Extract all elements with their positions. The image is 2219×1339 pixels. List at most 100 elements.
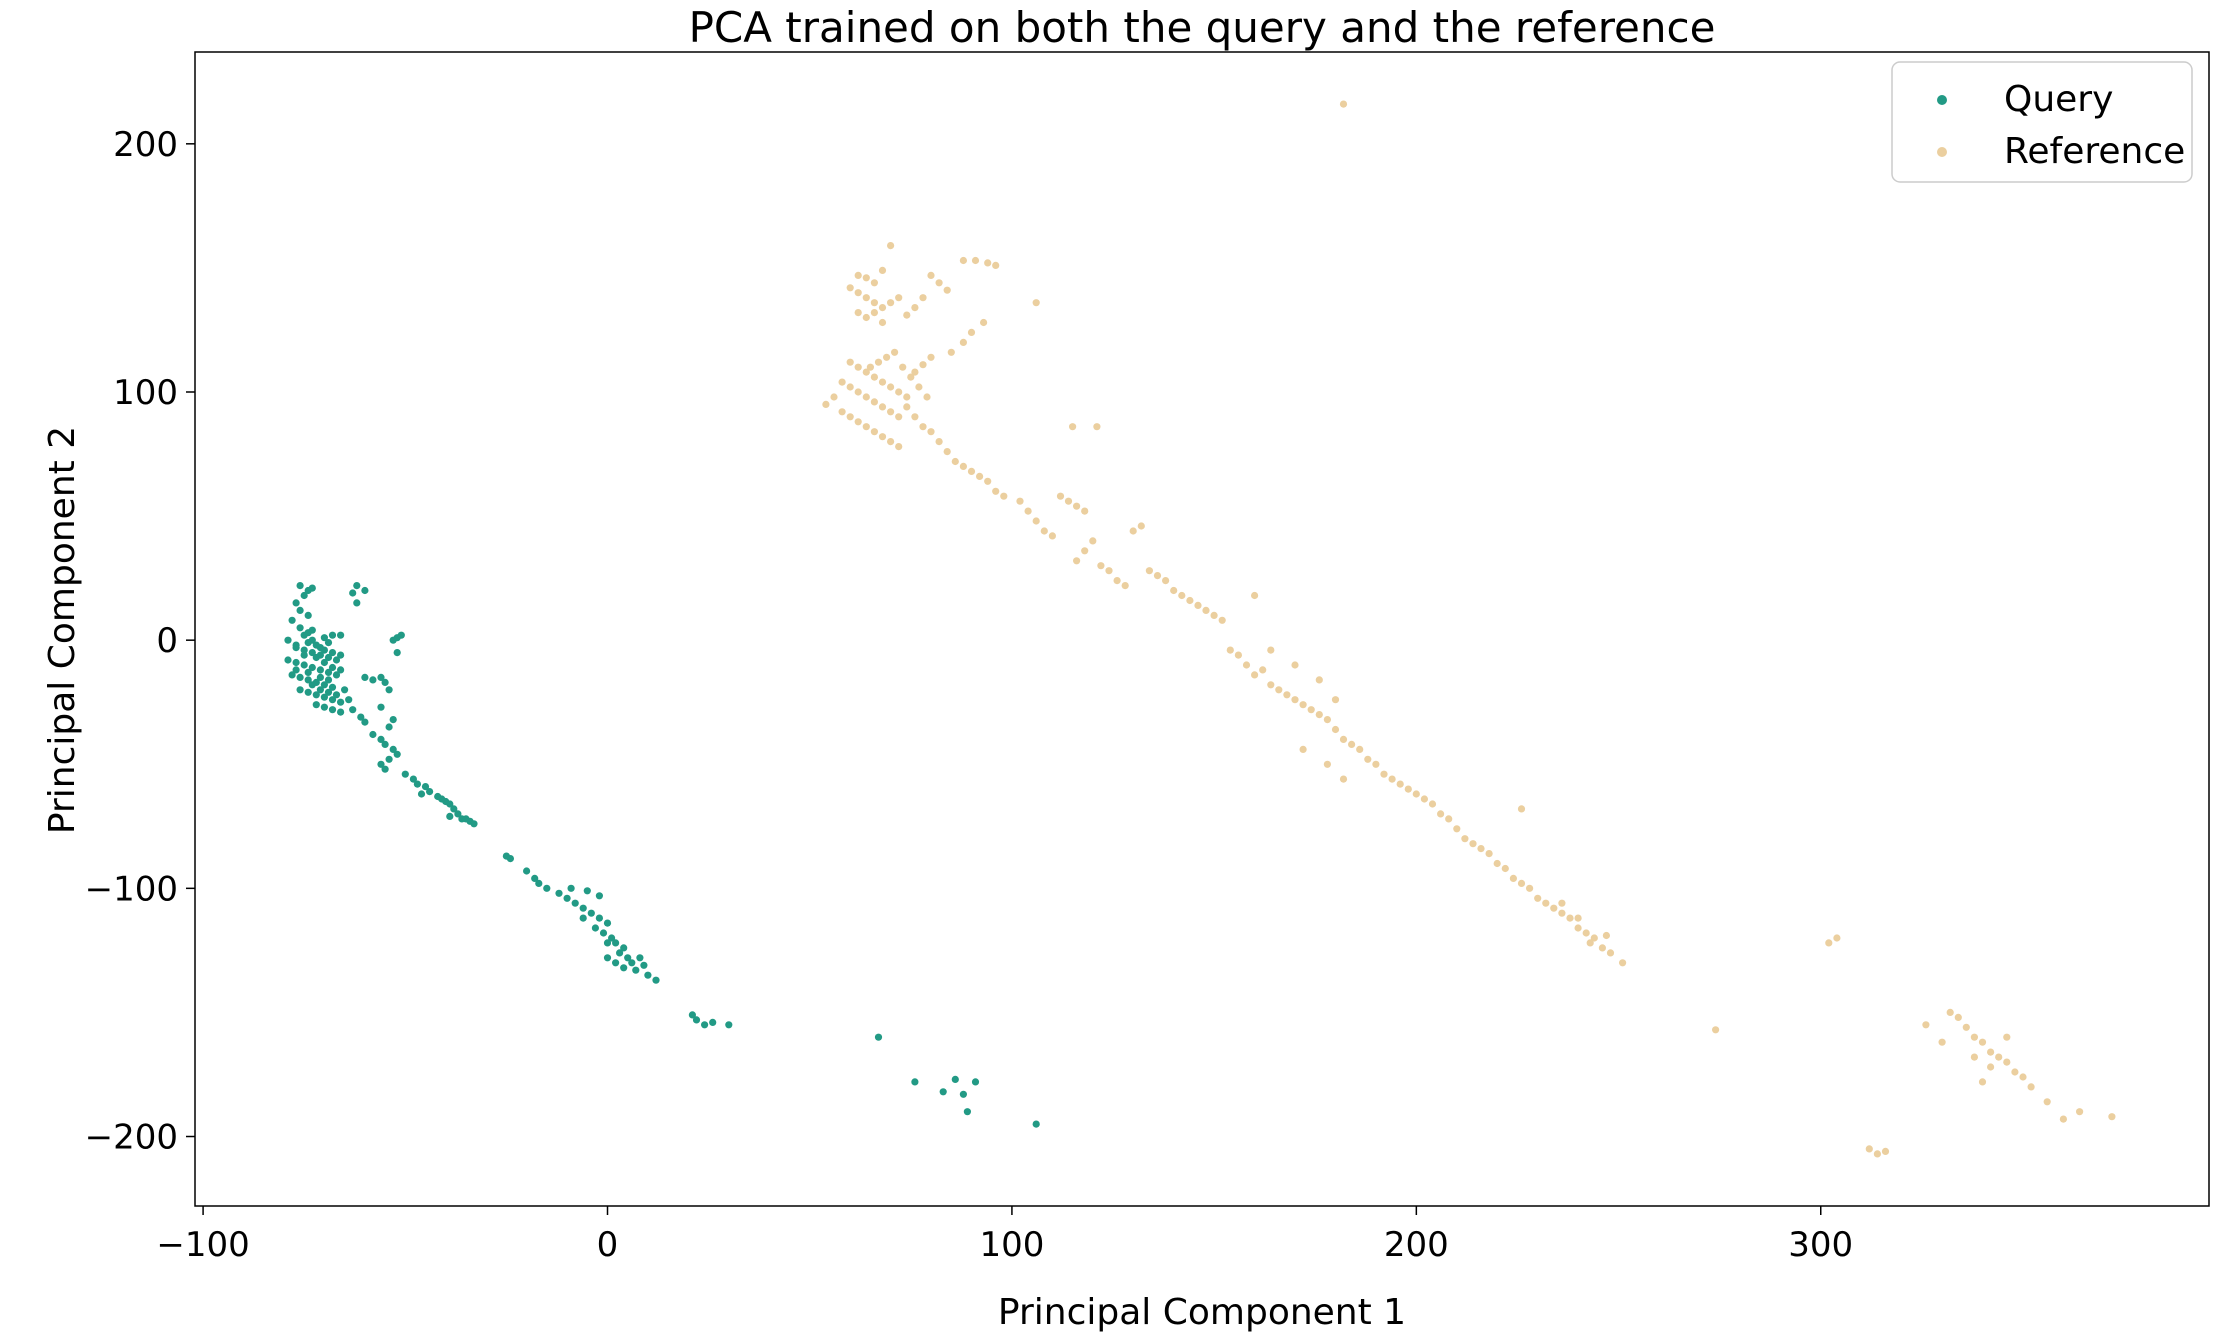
query-point	[381, 678, 389, 687]
query-point	[563, 894, 571, 902]
reference-point	[1469, 840, 1477, 848]
query-point	[692, 1016, 701, 1024]
query-point	[292, 644, 300, 652]
reference-point	[878, 403, 887, 411]
reference-point	[984, 477, 992, 485]
query-point	[709, 1018, 717, 1026]
reference-point	[1493, 859, 1501, 868]
reference-point	[1946, 1008, 1954, 1017]
query-point	[543, 884, 551, 892]
query-point	[599, 929, 608, 937]
reference-point	[878, 304, 887, 312]
reference-point	[1574, 924, 1582, 932]
query-point	[971, 1078, 980, 1086]
reference-point	[1000, 492, 1008, 500]
reference-point	[1121, 582, 1129, 590]
reference-point	[971, 256, 980, 265]
reference-point	[1323, 760, 1331, 768]
reference-point	[1825, 939, 1833, 947]
reference-point	[870, 373, 879, 381]
query-point	[296, 606, 304, 615]
query-point	[341, 686, 349, 694]
reference-point	[903, 393, 911, 401]
reference-point	[854, 289, 862, 297]
reference-point	[2076, 1108, 2084, 1116]
query-point	[397, 631, 405, 639]
y-axis-label: Principal Component 2	[42, 426, 83, 834]
reference-point	[1178, 591, 1186, 600]
reference-point	[1542, 899, 1550, 907]
query-point	[304, 611, 312, 620]
query-point	[292, 666, 300, 674]
query-point	[332, 656, 341, 664]
query-point	[349, 589, 357, 597]
query-point	[421, 783, 430, 791]
reference-point	[1291, 661, 1299, 669]
query-point	[300, 651, 308, 659]
query-point	[951, 1075, 959, 1083]
reference-point	[1420, 795, 1428, 803]
query-point	[324, 668, 333, 677]
reference-point	[2027, 1083, 2035, 1091]
query-point	[288, 671, 296, 679]
query-point	[345, 696, 353, 704]
reference-point	[2019, 1073, 2027, 1081]
reference-point	[1602, 931, 1610, 940]
query-point	[337, 651, 345, 659]
reference-point	[870, 428, 879, 436]
reference-point	[895, 443, 903, 451]
reference-point	[992, 261, 1000, 269]
query-point	[296, 582, 304, 590]
query-point	[300, 661, 308, 669]
query-point	[567, 884, 575, 892]
query-point	[620, 964, 628, 972]
query-point	[296, 673, 304, 682]
reference-point	[1069, 423, 1077, 431]
reference-point	[1558, 909, 1566, 917]
reference-point	[927, 428, 935, 436]
query-point	[320, 681, 328, 689]
reference-point	[907, 373, 915, 381]
reference-point	[1712, 1026, 1720, 1034]
reference-point	[862, 368, 870, 376]
reference-point	[854, 388, 862, 396]
reference-point	[1978, 1078, 1987, 1086]
reference-point	[911, 368, 919, 376]
x-tick-label: 100	[979, 1225, 1044, 1265]
reference-point	[2059, 1115, 2067, 1123]
reference-point	[1073, 502, 1081, 510]
reference-point	[1437, 810, 1445, 818]
reference-point	[1081, 547, 1089, 555]
query-point	[377, 735, 385, 744]
reference-point	[1339, 775, 1348, 783]
query-point	[324, 639, 333, 647]
query-point	[636, 954, 644, 962]
query-point	[361, 586, 369, 595]
reference-point	[887, 383, 895, 391]
query-point	[361, 673, 369, 682]
query-point	[417, 790, 426, 798]
query-point	[389, 636, 397, 644]
query-point	[963, 1108, 972, 1116]
reference-point	[1987, 1063, 1995, 1071]
reference-point	[1089, 537, 1097, 545]
reference-point	[1453, 825, 1461, 833]
reference-point	[878, 266, 887, 274]
reference-point	[1461, 835, 1469, 843]
reference-point	[1283, 691, 1291, 699]
reference-point	[1331, 696, 1340, 704]
reference-point	[895, 388, 903, 396]
reference-point	[870, 299, 879, 307]
query-point	[531, 874, 539, 883]
query-point	[587, 909, 595, 917]
query-point	[385, 723, 393, 731]
reference-point	[854, 271, 862, 279]
query-point	[624, 954, 632, 962]
reference-point	[1404, 785, 1412, 793]
query-point	[652, 976, 660, 984]
query-point	[377, 703, 385, 711]
query-point	[296, 624, 304, 632]
reference-point	[1970, 1053, 1978, 1061]
query-point	[288, 616, 296, 624]
reference-point	[992, 487, 1000, 495]
